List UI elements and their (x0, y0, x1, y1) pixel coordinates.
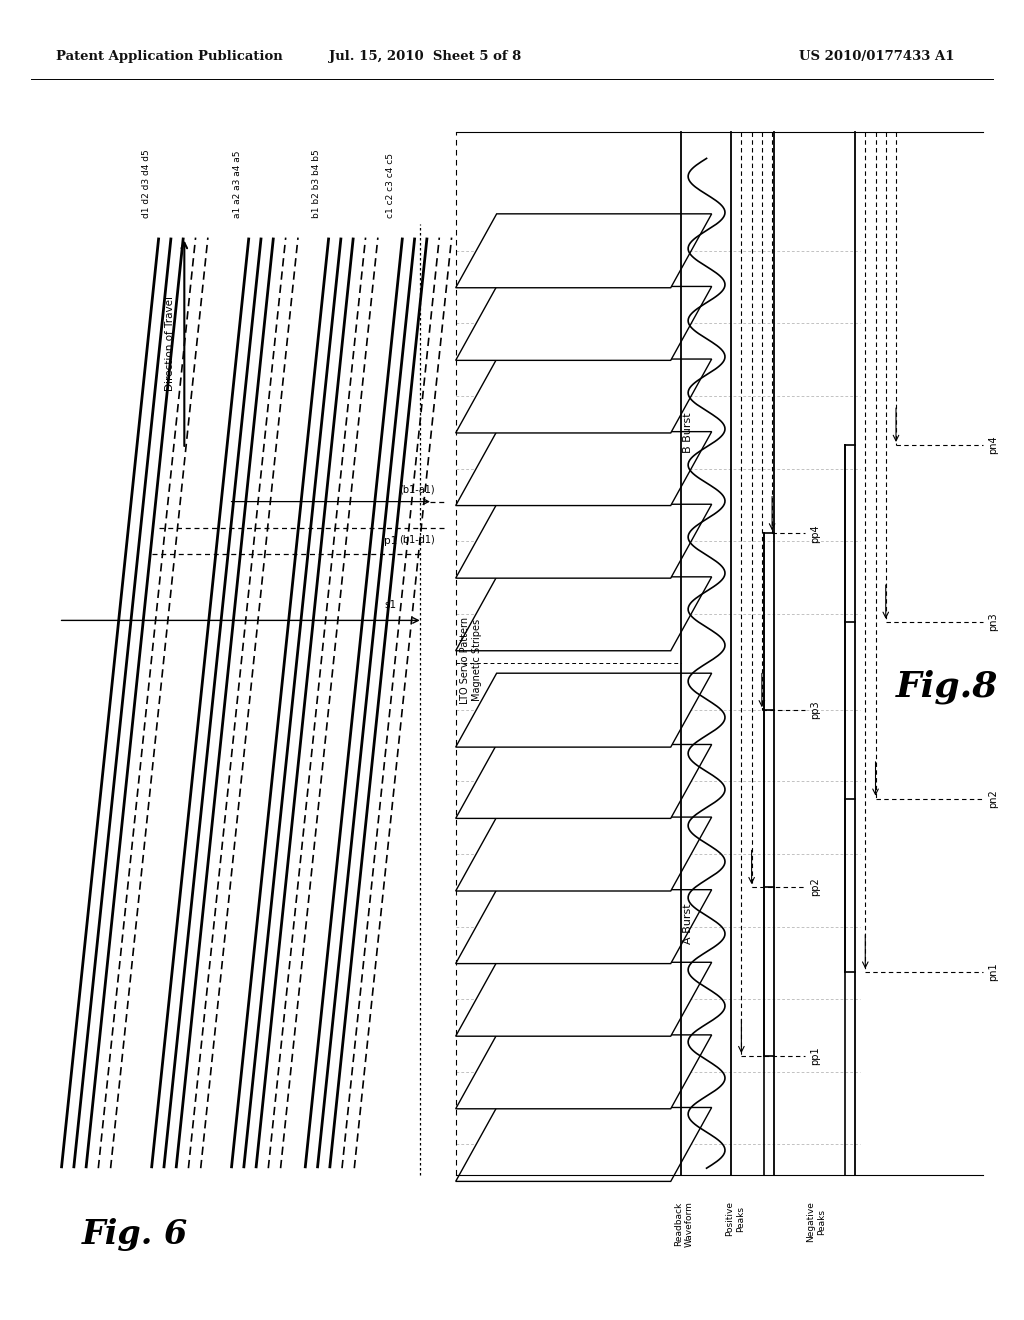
Polygon shape (456, 1035, 712, 1109)
Text: Fig.8: Fig.8 (896, 669, 998, 704)
Text: US 2010/0177433 A1: US 2010/0177433 A1 (799, 50, 954, 63)
Text: c1 c2 c3 c4 c5: c1 c2 c3 c4 c5 (386, 153, 395, 218)
Text: LTO Servo Pattern
Magnetic Stripes: LTO Servo Pattern Magnetic Stripes (460, 616, 482, 704)
Text: a1 a2 a3 a4 a5: a1 a2 a3 a4 a5 (232, 150, 242, 218)
Polygon shape (456, 577, 712, 651)
Text: d1 d2 d3 d4 d5: d1 d2 d3 d4 d5 (142, 149, 152, 218)
Text: p1: p1 (384, 536, 397, 546)
Text: (b1-d1): (b1-d1) (399, 535, 435, 545)
Polygon shape (456, 817, 712, 891)
Polygon shape (456, 673, 712, 747)
Text: pp4: pp4 (810, 524, 820, 543)
Polygon shape (456, 962, 712, 1036)
Text: s1: s1 (384, 599, 396, 610)
Text: pn4: pn4 (988, 436, 998, 454)
Text: pp3: pp3 (810, 701, 820, 719)
Text: B Burst: B Burst (683, 413, 693, 453)
Text: (b1-a1): (b1-a1) (399, 484, 435, 495)
Text: Negative
Peaks: Negative Peaks (807, 1201, 825, 1242)
Text: Readback
Waveform: Readback Waveform (675, 1201, 693, 1247)
Text: pp2: pp2 (810, 878, 820, 896)
Text: Patent Application Publication: Patent Application Publication (56, 50, 283, 63)
Polygon shape (456, 504, 712, 578)
Text: pn2: pn2 (988, 789, 998, 808)
Text: Jul. 15, 2010  Sheet 5 of 8: Jul. 15, 2010 Sheet 5 of 8 (329, 50, 521, 63)
Text: pn1: pn1 (988, 962, 998, 981)
Polygon shape (456, 744, 712, 818)
Polygon shape (456, 286, 712, 360)
Polygon shape (456, 214, 712, 288)
Polygon shape (456, 359, 712, 433)
Text: Fig. 6: Fig. 6 (82, 1217, 188, 1251)
Polygon shape (456, 432, 712, 506)
Text: A Burst: A Burst (683, 904, 693, 944)
Text: b1 b2 b3 b4 b5: b1 b2 b3 b4 b5 (312, 149, 322, 218)
Text: pn3: pn3 (988, 612, 998, 631)
Text: Positive
Peaks: Positive Peaks (726, 1201, 744, 1237)
Text: Direction of Travel: Direction of Travel (165, 296, 175, 391)
Polygon shape (456, 1107, 712, 1181)
Polygon shape (456, 890, 712, 964)
Text: pp1: pp1 (810, 1047, 820, 1065)
